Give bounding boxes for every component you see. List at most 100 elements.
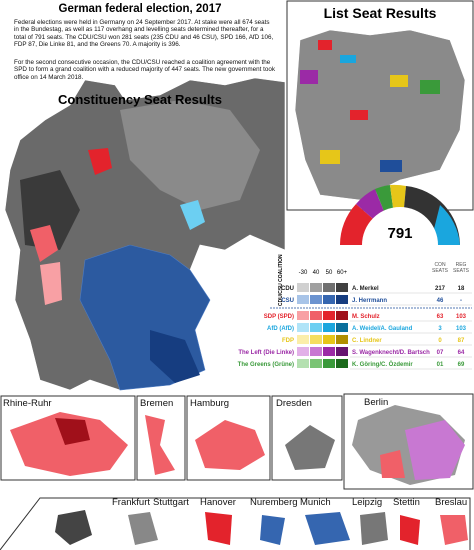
inset-map bbox=[380, 450, 405, 478]
party-name: The Left (Die Linke) bbox=[238, 350, 294, 356]
con-seats: 07 bbox=[437, 350, 444, 356]
inset-map bbox=[405, 420, 465, 480]
party-name: CDU bbox=[281, 286, 294, 292]
con-seats: 63 bbox=[437, 314, 444, 320]
party-name: SDP (SPD) bbox=[264, 314, 294, 320]
con-seats: 46 bbox=[437, 298, 444, 304]
con-seats: 217 bbox=[435, 286, 446, 292]
color-swatch bbox=[336, 347, 348, 356]
party-name: The Greens (Grüne) bbox=[238, 362, 294, 368]
inset-label: Hamburg bbox=[190, 398, 229, 409]
inset-map bbox=[195, 420, 265, 470]
scale-label: 50 bbox=[326, 270, 333, 276]
con-seats: 01 bbox=[437, 362, 444, 368]
con-header: SEATS bbox=[432, 268, 449, 274]
map-region bbox=[40, 262, 62, 305]
color-swatch bbox=[310, 283, 322, 292]
scale-label: -30 bbox=[299, 270, 308, 276]
map-region bbox=[30, 225, 58, 262]
color-swatch bbox=[310, 323, 322, 332]
inset-label: Berlin bbox=[364, 397, 388, 408]
reg-header: REG bbox=[456, 262, 467, 268]
color-swatch bbox=[310, 335, 322, 344]
party-name: CSU bbox=[281, 298, 294, 304]
color-swatch bbox=[297, 311, 309, 320]
color-swatch bbox=[323, 283, 335, 292]
reg-seats: 103 bbox=[456, 326, 467, 332]
color-swatch bbox=[297, 283, 309, 292]
reg-seats: - bbox=[460, 298, 462, 304]
leader-name: A. Merkel bbox=[352, 286, 379, 292]
color-swatch bbox=[336, 359, 348, 368]
color-swatch bbox=[336, 295, 348, 304]
inset-label: Stettin bbox=[393, 497, 420, 508]
scale-label: 60+ bbox=[337, 270, 348, 276]
inset-label: Hanover bbox=[200, 497, 236, 508]
list-seat-blocks bbox=[300, 40, 440, 172]
color-swatch bbox=[323, 295, 335, 304]
inset-label: Nuremberg bbox=[250, 497, 298, 508]
leader-name: A. Weidel/A. Gauland bbox=[352, 326, 413, 332]
inset-frame bbox=[0, 497, 471, 550]
paragraph: Federal elections were held in Germany o… bbox=[14, 19, 274, 49]
reg-seats: 87 bbox=[458, 338, 465, 344]
color-swatch bbox=[323, 335, 335, 344]
leader-name: C. Lindner bbox=[352, 338, 382, 344]
reg-header: SEATS bbox=[453, 268, 470, 274]
con-seats: 3 bbox=[438, 326, 442, 332]
constituency-title: Constituency Seat Results bbox=[58, 92, 222, 107]
color-swatch bbox=[323, 311, 335, 320]
leader-name: M. Schulz bbox=[352, 314, 380, 320]
reg-seats: 18 bbox=[458, 286, 465, 292]
inset-label: Dresden bbox=[276, 398, 312, 409]
inset-frames bbox=[0, 393, 474, 490]
title: German federal election, 2017 bbox=[59, 3, 222, 15]
party-name: AfD (AfD) bbox=[267, 326, 294, 332]
hemicycle bbox=[339, 184, 460, 245]
color-swatch bbox=[297, 335, 309, 344]
color-swatch bbox=[323, 347, 335, 356]
color-swatch bbox=[336, 283, 348, 292]
paragraph: For the second consecutive occasion, the… bbox=[14, 59, 275, 81]
color-swatch bbox=[297, 347, 309, 356]
inset-label: Bremen bbox=[140, 398, 173, 409]
leader-name: S. Wagenknecht/D. Bartsch bbox=[352, 350, 430, 356]
inset-label: Frankfurt bbox=[112, 497, 150, 508]
inset-map bbox=[145, 415, 175, 475]
color-swatch bbox=[336, 335, 348, 344]
total-seats: 791 bbox=[387, 225, 412, 242]
reg-seats: 69 bbox=[458, 362, 465, 368]
inset-map bbox=[55, 418, 90, 445]
reg-seats: 64 bbox=[458, 350, 465, 356]
con-seats: 0 bbox=[438, 338, 442, 344]
party-name: FDP bbox=[282, 338, 294, 344]
inset-label: Munich bbox=[300, 497, 331, 508]
con-header: CON bbox=[434, 262, 446, 268]
color-swatch bbox=[323, 323, 335, 332]
color-swatch bbox=[336, 323, 348, 332]
color-swatch bbox=[297, 359, 309, 368]
color-swatch bbox=[310, 359, 322, 368]
color-swatch bbox=[310, 347, 322, 356]
inset-label: Rhine-Ruhr bbox=[3, 398, 52, 409]
color-swatch bbox=[336, 311, 348, 320]
map-region bbox=[180, 200, 205, 230]
inset-maps-row bbox=[55, 510, 468, 545]
color-swatch bbox=[310, 295, 322, 304]
coalition-label: CDU/CSU COALITION bbox=[278, 254, 284, 306]
reg-seats: 103 bbox=[456, 314, 467, 320]
inset-label: Leipzig bbox=[352, 497, 382, 508]
scale-label: 40 bbox=[313, 270, 320, 276]
inset-label: Stuttgart bbox=[153, 497, 189, 508]
color-swatch bbox=[323, 359, 335, 368]
list-title: List Seat Results bbox=[324, 5, 437, 21]
inset-label: Breslau bbox=[435, 497, 467, 508]
leader-name: K. Göring/C. Özdemir bbox=[352, 361, 413, 368]
color-swatch bbox=[310, 311, 322, 320]
leader-name: J. Herrmann bbox=[352, 298, 387, 304]
map-region bbox=[150, 330, 200, 383]
map-region bbox=[120, 100, 260, 210]
map-region bbox=[88, 148, 112, 175]
